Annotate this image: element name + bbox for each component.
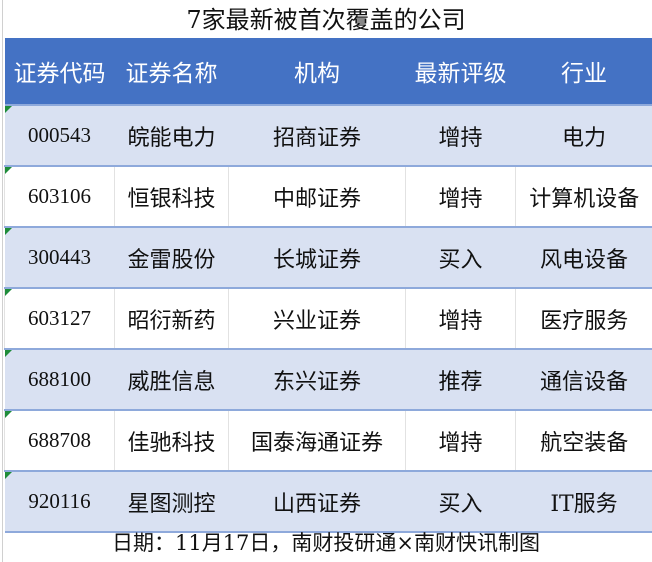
cell-rating[interactable]: 买入 <box>405 470 516 533</box>
table-title: 7家最新被首次覆盖的公司 <box>186 6 466 34</box>
number-as-text-indicator-icon <box>4 228 12 235</box>
cell-rating[interactable]: 增持 <box>405 288 516 349</box>
cell-text: 皖能电力 <box>127 125 216 151</box>
cell-text: 兴业证券 <box>272 308 361 334</box>
cell-text: 航空装备 <box>540 430 629 456</box>
number-as-text-indicator-icon <box>4 350 12 357</box>
cell-text: 计算机设备 <box>529 186 640 212</box>
cell-name[interactable]: 皖能电力 <box>114 104 229 167</box>
cell-text: 推荐 <box>438 369 483 395</box>
cell-name[interactable]: 金雷股份 <box>114 226 229 289</box>
table-row: 688708 佳驰科技 国泰海通证券 增持 航空装备 <box>4 410 652 471</box>
cell-code[interactable]: 000543 <box>4 104 115 167</box>
header-name: 证券名称 <box>114 38 229 105</box>
table-row: 688100 威胜信息 东兴证券 推荐 通信设备 <box>4 348 652 411</box>
cell-name[interactable]: 昭衍新药 <box>114 288 229 349</box>
cell-text: 风电设备 <box>539 247 628 273</box>
cell-text: 买入 <box>438 247 483 273</box>
header-institution: 机构 <box>228 38 406 105</box>
cell-text: 长城证券 <box>272 247 361 273</box>
number-as-text-indicator-icon <box>5 411 12 418</box>
cell-code[interactable]: 603127 <box>4 288 115 349</box>
cell-rating[interactable]: 推荐 <box>405 348 516 411</box>
cell-text: 300443 <box>28 245 91 269</box>
coverage-table: 证券代码 证券名称 机构 最新评级 行业 000543 皖能电力 招商证券 增持 电力 6… <box>4 38 652 533</box>
cell-text: IT服务 <box>550 491 618 517</box>
table-row: 920116 星图测控 山西证券 买入 IT服务 <box>4 470 652 533</box>
cell-text: 电力 <box>561 125 606 151</box>
cell-code[interactable]: 688708 <box>4 410 115 471</box>
cell-text: 医疗服务 <box>540 308 629 334</box>
cell-rating[interactable]: 增持 <box>405 410 516 471</box>
cell-institution[interactable]: 国泰海通证券 <box>228 410 406 471</box>
cell-name[interactable]: 恒银科技 <box>114 166 229 227</box>
cell-code[interactable]: 603106 <box>4 166 115 227</box>
table-row: 603106 恒银科技 中邮证券 增持 计算机设备 <box>4 166 652 227</box>
cell-text: 金雷股份 <box>127 247 216 273</box>
header-rating: 最新评级 <box>405 38 516 105</box>
cell-institution[interactable]: 长城证券 <box>228 226 406 289</box>
cell-text: 国泰海通证券 <box>250 430 383 456</box>
cell-text: 603106 <box>28 184 91 208</box>
cell-code[interactable]: 920116 <box>4 470 115 533</box>
cell-text: 恒银科技 <box>127 186 216 212</box>
cell-industry[interactable]: 风电设备 <box>515 226 652 289</box>
header-code: 证券代码 <box>4 38 115 105</box>
table-row: 300443 金雷股份 长城证券 买入 风电设备 <box>4 226 652 289</box>
cell-text: 买入 <box>438 491 483 517</box>
cell-text: 603127 <box>28 306 91 330</box>
cell-text: 招商证券 <box>272 125 361 151</box>
cell-name[interactable]: 威胜信息 <box>114 348 229 411</box>
cell-rating[interactable]: 增持 <box>405 104 516 167</box>
cell-industry[interactable]: IT服务 <box>515 470 652 533</box>
number-as-text-indicator-icon <box>4 106 12 113</box>
cell-text: 增持 <box>438 125 483 151</box>
cell-industry[interactable]: 计算机设备 <box>515 166 652 227</box>
cell-name[interactable]: 佳驰科技 <box>114 410 229 471</box>
cell-industry[interactable]: 航空装备 <box>515 410 652 471</box>
cell-industry[interactable]: 通信设备 <box>515 348 652 411</box>
cell-code[interactable]: 300443 <box>4 226 115 289</box>
cell-text: 威胜信息 <box>127 369 216 395</box>
table-row: 603127 昭衍新药 兴业证券 增持 医疗服务 <box>4 288 652 349</box>
cell-text: 增持 <box>438 430 483 456</box>
cell-institution[interactable]: 招商证券 <box>228 104 406 167</box>
header-industry: 行业 <box>515 38 652 105</box>
cell-text: 山西证券 <box>272 491 361 517</box>
cell-text: 星图测控 <box>127 491 216 517</box>
cell-text: 昭衍新药 <box>127 308 216 334</box>
cell-rating[interactable]: 买入 <box>405 226 516 289</box>
cell-institution[interactable]: 兴业证券 <box>228 288 406 349</box>
cell-institution[interactable]: 东兴证券 <box>228 348 406 411</box>
cell-text: 中邮证券 <box>272 186 361 212</box>
cell-text: 东兴证券 <box>272 369 361 395</box>
cell-text: 688100 <box>28 367 91 391</box>
cell-text: 920116 <box>28 489 91 513</box>
cell-industry[interactable]: 医疗服务 <box>515 288 652 349</box>
cell-rating[interactable]: 增持 <box>405 166 516 227</box>
cell-name[interactable]: 星图测控 <box>114 470 229 533</box>
cell-institution[interactable]: 山西证券 <box>228 470 406 533</box>
cell-text: 增持 <box>438 308 483 334</box>
number-as-text-indicator-icon <box>5 289 12 296</box>
sheet-gutter <box>2 0 3 562</box>
cell-text: 佳驰科技 <box>127 430 216 456</box>
cell-text: 增持 <box>438 186 483 212</box>
cell-institution[interactable]: 中邮证券 <box>228 166 406 227</box>
number-as-text-indicator-icon <box>5 167 12 174</box>
footer-note: 日期：11月17日，南财投研通×南财快讯制图 <box>111 531 541 555</box>
table-row: 000543 皖能电力 招商证券 增持 电力 <box>4 104 652 167</box>
number-as-text-indicator-icon <box>4 472 12 479</box>
cell-code[interactable]: 688100 <box>4 348 115 411</box>
header-row: 证券代码 证券名称 机构 最新评级 行业 <box>4 38 652 105</box>
cell-text: 000543 <box>28 123 91 147</box>
cell-text: 688708 <box>28 428 91 452</box>
cell-text: 通信设备 <box>539 369 628 395</box>
cell-industry[interactable]: 电力 <box>515 104 652 167</box>
